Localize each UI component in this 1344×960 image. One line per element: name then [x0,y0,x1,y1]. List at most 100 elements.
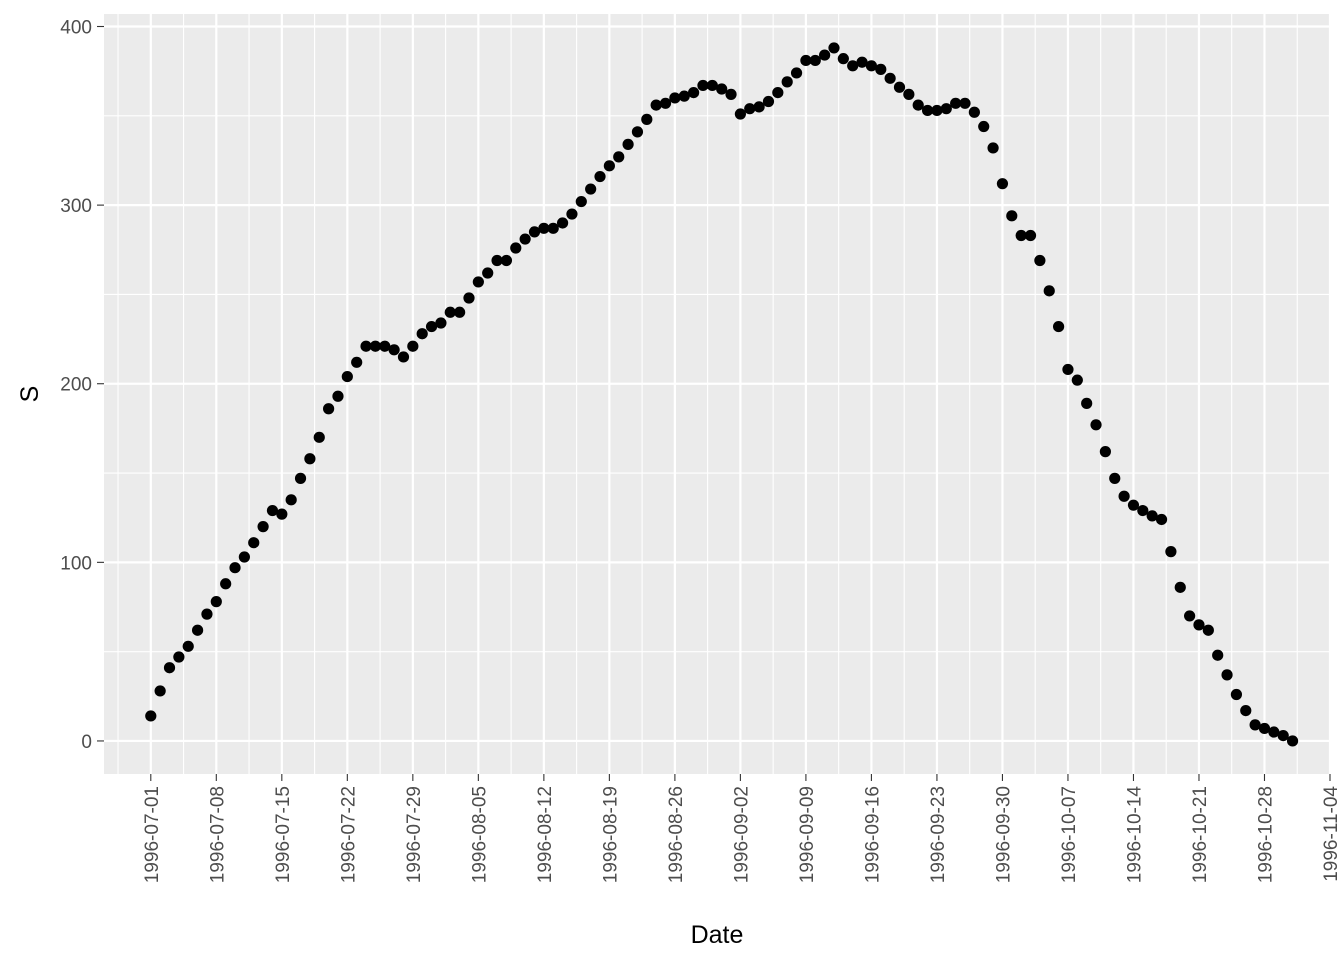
data-point [650,99,662,111]
data-point [182,640,194,652]
data-point [1099,446,1111,458]
data-point [285,494,297,506]
data-point [1193,619,1205,631]
data-point [472,276,484,288]
data-point [463,292,475,304]
data-point [435,317,447,329]
data-point [613,151,625,163]
data-point [510,242,522,254]
data-point [1015,229,1027,242]
data-point [893,81,906,93]
data-point [482,267,494,279]
data-point [1109,472,1121,484]
data-point [641,113,653,125]
data-point [865,60,878,72]
data-point [1240,704,1252,717]
x-tick-label: 1996-07-22 [338,786,359,883]
data-point [706,79,718,92]
data-point [191,624,204,636]
data-point [1202,624,1214,636]
data-point [1221,669,1233,681]
data-point [425,320,438,333]
data-point [276,508,288,520]
x-tick-label: 1996-09-09 [797,786,818,883]
data-point [968,106,980,118]
minor-gridlines [104,14,1330,774]
data-point [454,306,466,318]
data-point [1024,229,1037,242]
data-point [163,662,176,674]
y-tick-label: 300 [60,196,92,217]
data-point [379,340,391,352]
data-point [622,138,634,150]
data-point [903,88,915,100]
data-point [837,53,849,65]
x-tick-label: 1996-10-28 [1255,786,1276,883]
data-point [266,504,279,517]
data-point [996,178,1009,190]
x-tick-label: 1996-09-30 [993,786,1014,883]
data-point [201,608,213,620]
x-tick-label: 1996-11-04 [1321,786,1342,882]
x-tick-label: 1996-09-23 [928,786,949,883]
y-axis-title: S [16,386,44,403]
data-point [950,97,962,109]
x-tick-label: 1996-08-05 [469,786,490,883]
x-axis-title: Date [691,921,744,949]
data-point [1118,490,1130,502]
data-point [1277,729,1289,742]
data-point [697,79,709,92]
data-point [294,472,307,484]
data-point [828,42,840,54]
data-point [1034,254,1046,267]
data-point [931,104,943,117]
data-point [360,340,372,352]
data-point [856,56,868,68]
data-point [921,104,934,117]
data-point [145,710,157,722]
data-point [762,95,775,108]
y-tick-label: 400 [60,18,92,39]
data-point [1174,581,1186,593]
data-point [238,551,250,563]
data-point [304,453,316,465]
data-point [332,390,344,402]
plot-panel [104,14,1330,774]
x-tick-label: 1996-07-01 [142,786,163,883]
x-tick-label: 1996-10-14 [1124,786,1145,884]
x-tick-label: 1996-09-16 [862,786,883,883]
data-point [772,86,784,99]
data-point [1137,504,1149,517]
data-point [444,306,456,318]
data-point [744,103,756,115]
data-point [987,142,999,154]
data-point [884,72,896,84]
data-point [1071,374,1083,386]
data-point [959,97,971,109]
data-point [173,651,185,663]
data-point [875,63,887,75]
data-point [800,54,812,67]
data-point [313,431,325,443]
data-point [388,344,400,356]
data-point [341,370,353,383]
data-point [416,328,428,340]
x-tick-label: 1996-09-02 [731,786,752,883]
data-point [940,103,952,115]
data-point [734,108,746,120]
data-point [257,521,269,533]
data-point [978,120,990,133]
data-point [912,99,924,111]
y-tick-label: 100 [60,553,92,574]
data-point [716,83,728,95]
data-point [1249,719,1261,731]
data-point [1286,735,1299,747]
data-point [819,49,831,61]
data-point [351,356,363,368]
data-point [547,222,559,234]
data-point [585,183,597,195]
data-point [1230,688,1243,701]
data-point [725,88,737,100]
data-point [1155,513,1168,526]
